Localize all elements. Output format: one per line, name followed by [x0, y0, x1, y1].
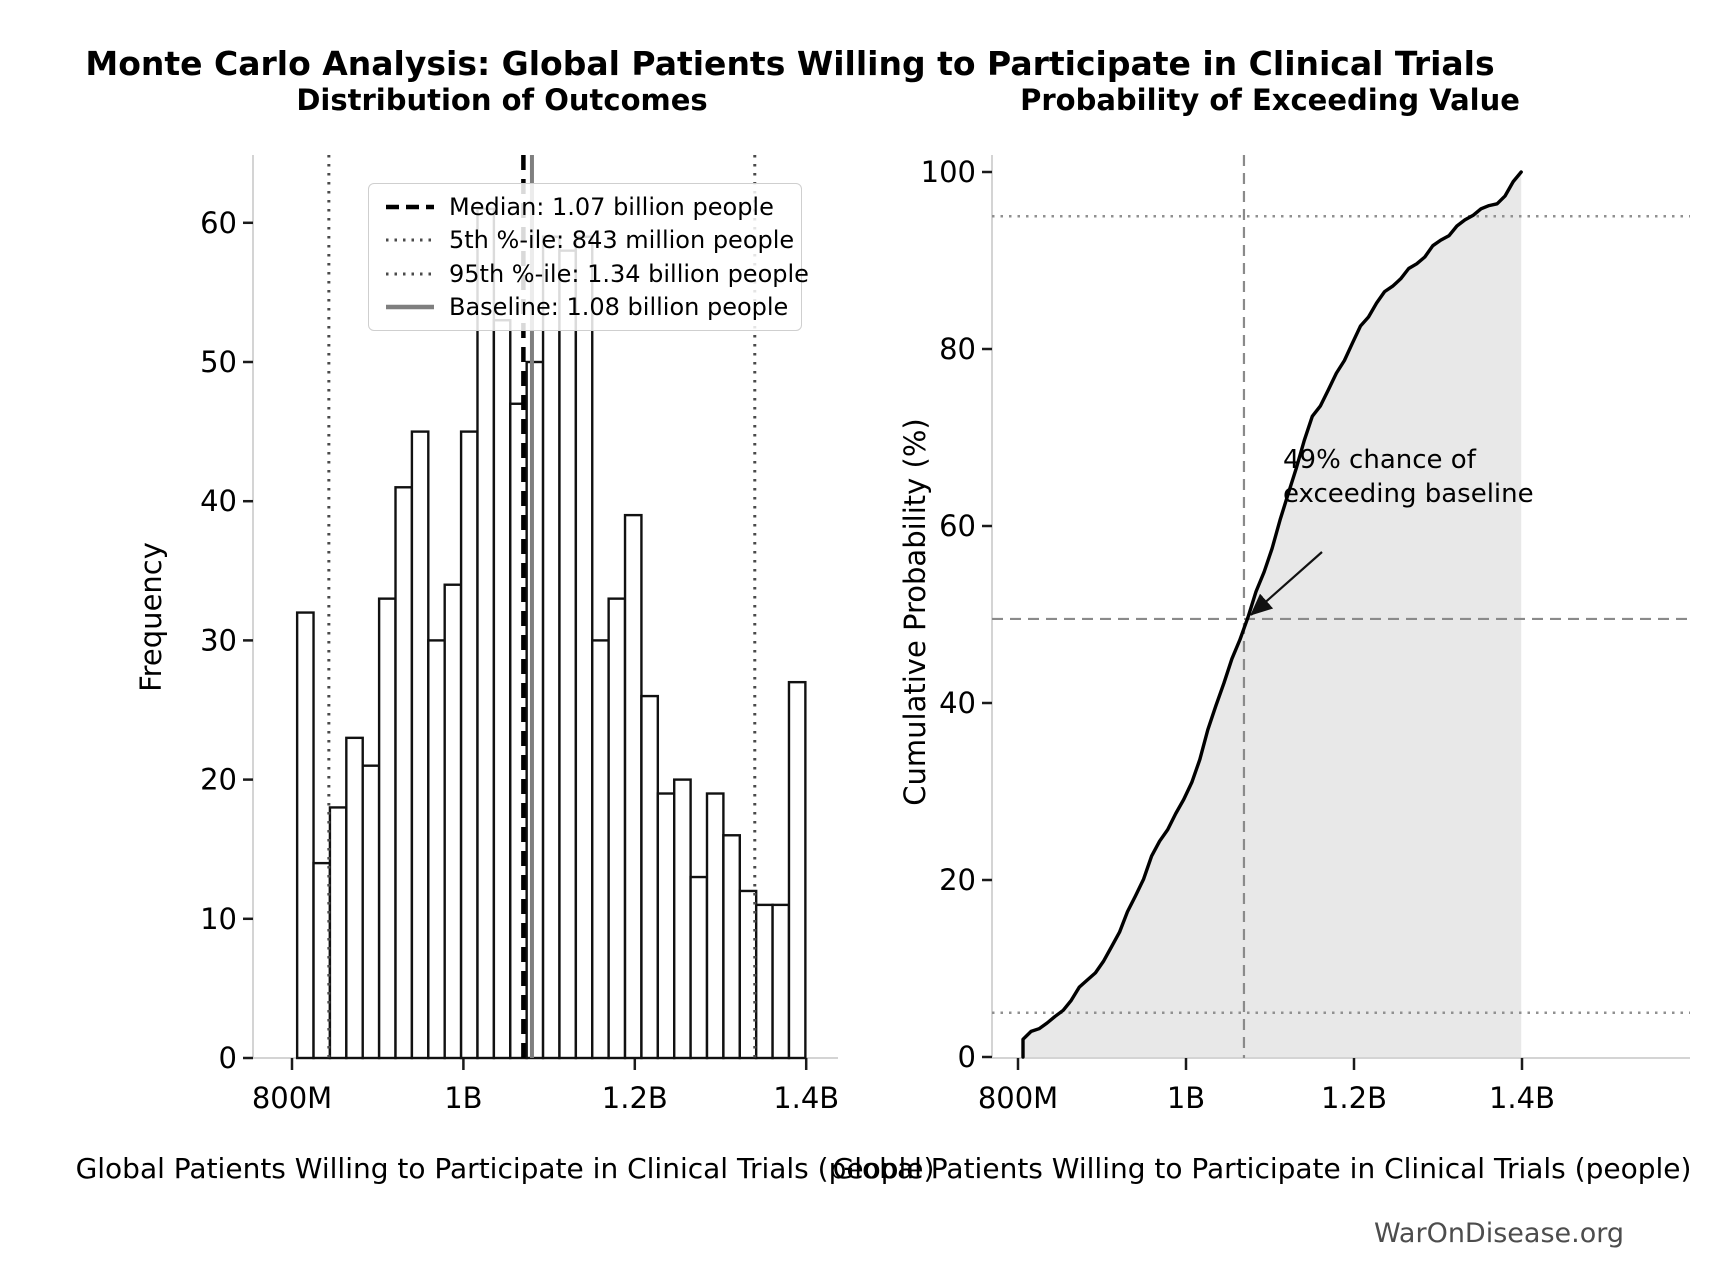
histogram-bar [541, 235, 561, 1060]
cdf-annotation-line1: 49% chance of [1283, 445, 1476, 475]
cdf-annotation: 49% chance of exceeding baseline [1283, 443, 1534, 511]
left-plot-ylabel: Frequency [134, 542, 168, 692]
histogram-bar [705, 792, 725, 1060]
left-plot-xtick-label: 1.2B [602, 1081, 668, 1115]
right-plot-ytick-label: 100 [921, 155, 976, 189]
right-plot-ytick-label: 0 [958, 1040, 976, 1074]
right-plot-title: Probability of Exceeding Value [1020, 83, 1520, 117]
left-plot-ytick-label: 60 [200, 206, 237, 240]
histogram-bar [673, 778, 692, 1060]
legend-label-p95: 95th %-ile: 1.34 billion people [449, 259, 809, 288]
legend-item-baseline: Baseline: 1.08 billion people [369, 293, 801, 321]
cdf-fill-area [1023, 172, 1522, 1057]
legend-item-p95: 95th %-ile: 1.34 billion people [369, 260, 809, 288]
legend-line-sample-p5 [386, 238, 434, 242]
histogram-bar [591, 639, 610, 1060]
left-plot-ytick-label: 50 [200, 345, 237, 379]
legend-item-p5: 5th %-ile: 843 million people [369, 226, 801, 254]
legend-label-median: Median: 1.07 billion people [449, 192, 774, 221]
right-plot-xtick-label: 800M [978, 1081, 1058, 1115]
legend-label-baseline: Baseline: 1.08 billion people [449, 293, 789, 322]
histogram-bar [361, 764, 381, 1060]
histogram-bar [345, 736, 364, 1060]
left-plot-ytick-label: 10 [200, 902, 237, 936]
histogram-bar [476, 207, 496, 1060]
right-plot-ytick-label: 40 [939, 686, 976, 720]
right-plot-ytick-label: 20 [939, 863, 976, 897]
left-plot-ytick-label: 0 [219, 1041, 237, 1075]
left-plot-xtick-label: 1B [444, 1081, 482, 1115]
left-plot-ytick-label: 40 [200, 484, 237, 518]
legend-line-sample-median [386, 204, 434, 209]
left-plot-ytick-label: 20 [200, 763, 237, 797]
annotation-arrow [1250, 551, 1323, 616]
legend-label-p5: 5th %-ile: 843 million people [449, 226, 795, 255]
left-plot-xtick-label: 1.4B [773, 1081, 839, 1115]
histogram-bar [754, 903, 774, 1060]
histogram-bar [492, 319, 512, 1060]
legend-line-sample-p95 [386, 272, 434, 276]
cdf-curve [1021, 170, 1523, 1059]
histogram-bar [377, 597, 397, 1060]
right-plot-xtick-label: 1.2B [1321, 1081, 1387, 1115]
histogram-bar [459, 430, 479, 1060]
legend-line-sample-baseline [386, 305, 434, 310]
histogram-bar [640, 694, 660, 1060]
histogram-bar [410, 430, 430, 1060]
histogram-bar [787, 680, 807, 1060]
right-plot-xtick-label: 1B [1167, 1081, 1205, 1115]
right-plot-ytick-label: 60 [939, 509, 976, 543]
histogram-bar [427, 639, 446, 1060]
right-plot-ytick-label: 80 [939, 332, 976, 366]
histogram-bar [607, 597, 627, 1060]
histogram-bar [574, 235, 594, 1060]
legend-item-median: Median: 1.07 billion people [369, 193, 801, 221]
right-plot-xtick-label: 1.4B [1489, 1081, 1555, 1115]
histogram-bar [656, 792, 676, 1060]
right-plot-ylabel: Cumulative Probability (%) [898, 418, 932, 806]
figure-title: Monte Carlo Analysis: Global Patients Wi… [85, 44, 1495, 83]
histogram-bar [722, 834, 741, 1060]
histogram-bar [328, 806, 348, 1060]
histogram-bar [525, 360, 545, 1060]
left-plot-xtick-label: 800M [252, 1081, 332, 1115]
histogram-bar [443, 583, 463, 1060]
left-plot-ytick-label: 30 [200, 623, 237, 657]
histogram-bar [295, 611, 315, 1060]
cdf-annotation-line2: exceeding baseline [1283, 479, 1534, 509]
histogram-bar [771, 903, 791, 1060]
right-plot-xlabel: Global Patients Willing to Participate i… [832, 1152, 1692, 1185]
histogram-bar [623, 513, 643, 1060]
histogram-bar [689, 875, 709, 1060]
legend: Median: 1.07 billion people 5th %-ile: 84… [368, 183, 809, 331]
histogram-bar [558, 249, 578, 1060]
left-plot-xlabel: Global Patients Willing to Participate i… [75, 1152, 935, 1185]
left-plot-title: Distribution of Outcomes [296, 83, 708, 117]
watermark: WarOnDisease.org [1373, 1218, 1624, 1249]
histogram-bar [394, 486, 414, 1060]
